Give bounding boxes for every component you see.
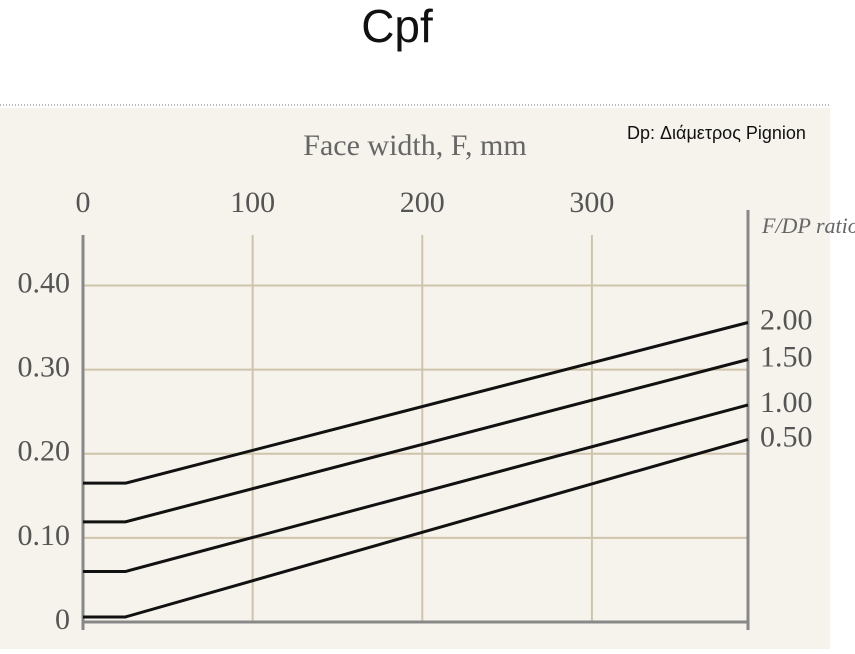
x-tick-label: 100: [230, 186, 275, 219]
slide-title: Cpf: [361, 0, 433, 52]
series-label: 0.50: [760, 420, 813, 453]
y-tick-label: 0: [55, 603, 70, 636]
x-tick-label: 300: [569, 186, 614, 219]
y-tick-label: 0.10: [18, 519, 71, 552]
series-line: [83, 358, 749, 524]
annotation: Dp: Διάμετρος Pignion: [627, 123, 806, 143]
series-label: 1.50: [760, 340, 813, 373]
y-tick-label: 0.40: [18, 266, 71, 299]
series-label: 1.00: [760, 386, 813, 419]
series-line: [83, 437, 749, 619]
chart-background: [0, 108, 830, 649]
x-tick-label: 200: [400, 186, 445, 219]
x-axis-label: Face width, F, mm: [303, 129, 526, 162]
x-tick-label: 0: [76, 186, 91, 219]
y-tick-label: 0.30: [18, 350, 71, 383]
legend-title: F/DP ratio: [761, 213, 855, 238]
series-label: 2.00: [760, 303, 813, 336]
series-line: [83, 321, 749, 485]
series-line: [83, 403, 749, 574]
y-tick-label: 0.20: [18, 435, 71, 468]
